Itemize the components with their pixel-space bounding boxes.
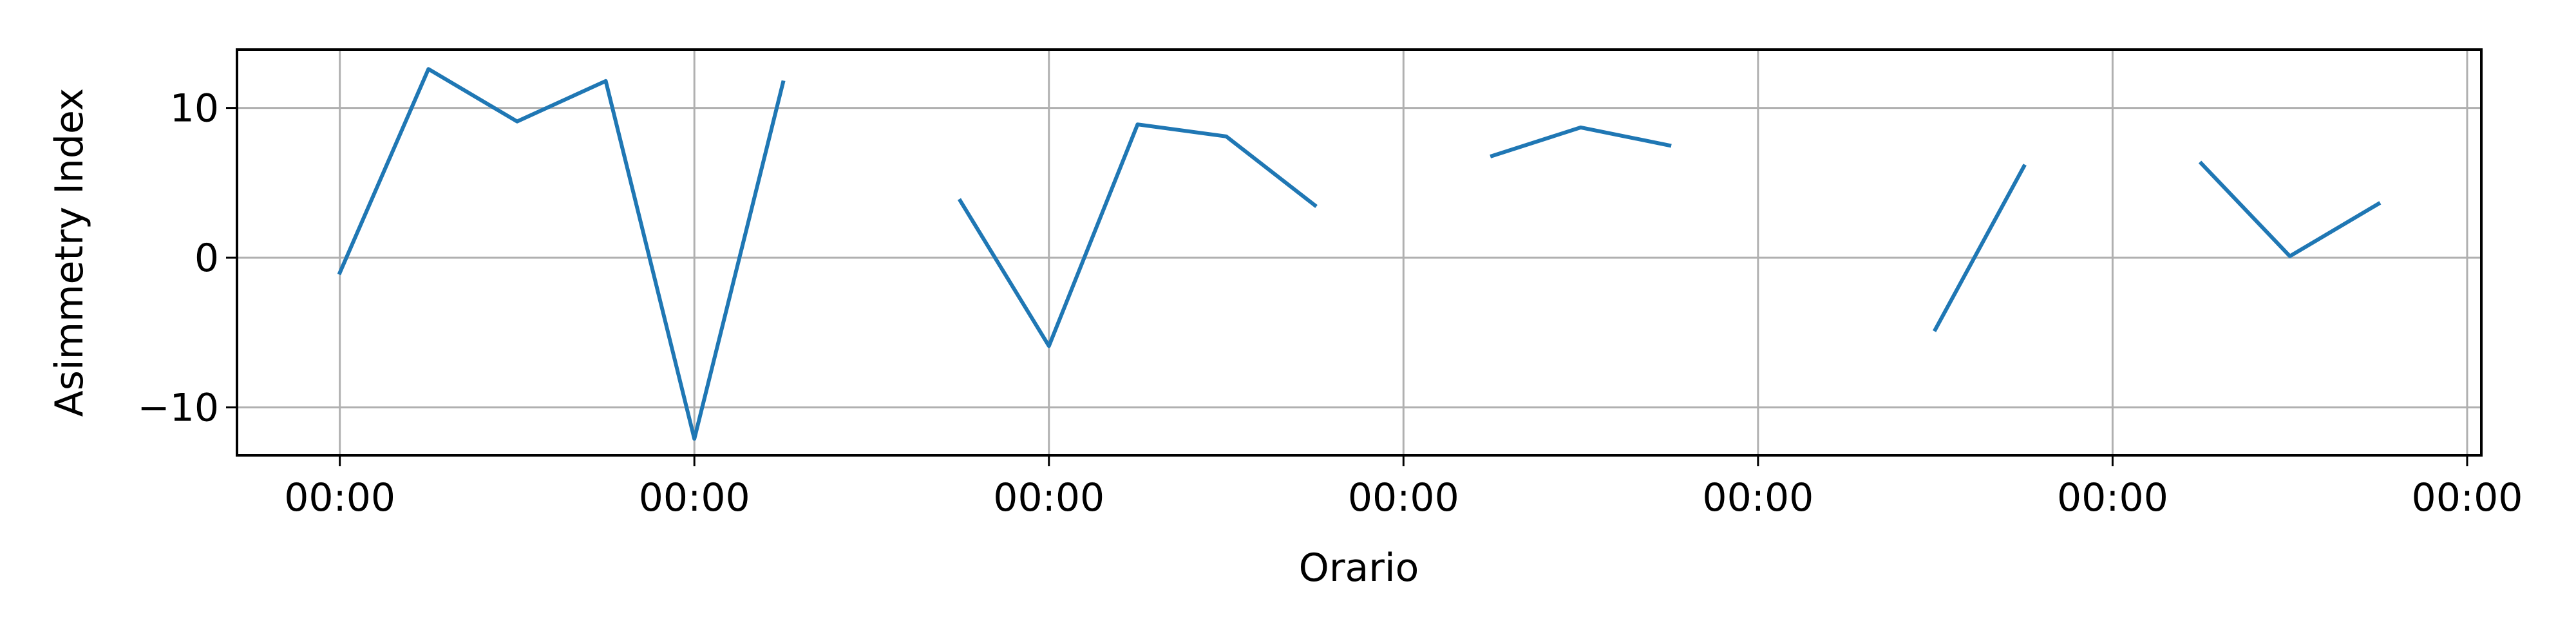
y-tick-label: 0 (194, 236, 219, 281)
series-line-segment (957, 122, 1318, 348)
x-tick-label: 00:00 (2057, 475, 2168, 520)
series-line-segment (1490, 125, 1672, 158)
x-tick-label: 00:00 (639, 475, 750, 520)
x-tick-label: 00:00 (284, 475, 395, 520)
y-axis-ticks: −10 0 10 (137, 86, 237, 431)
plot-frame (236, 48, 2483, 457)
x-tick-label: 00:00 (1702, 475, 1814, 520)
x-axis-ticks: 00:00 00:00 00:00 00:00 00:00 00:00 00:00 (284, 455, 2523, 520)
y-axis-label: Asimmetry Index (47, 88, 92, 417)
x-tick-label: 00:00 (2412, 475, 2523, 520)
series-line-segment (2198, 160, 2382, 258)
x-axis-label: Orario (1299, 545, 1419, 591)
series-layer (337, 67, 2382, 441)
grid-layer (237, 50, 2481, 455)
x-tick-label: 00:00 (1348, 475, 1459, 520)
series-line-segment (337, 67, 786, 441)
x-tick-label: 00:00 (993, 475, 1104, 520)
series-line-segment (1933, 164, 2027, 332)
y-tick-label: −10 (137, 386, 219, 431)
y-tick-label: 10 (170, 86, 219, 131)
